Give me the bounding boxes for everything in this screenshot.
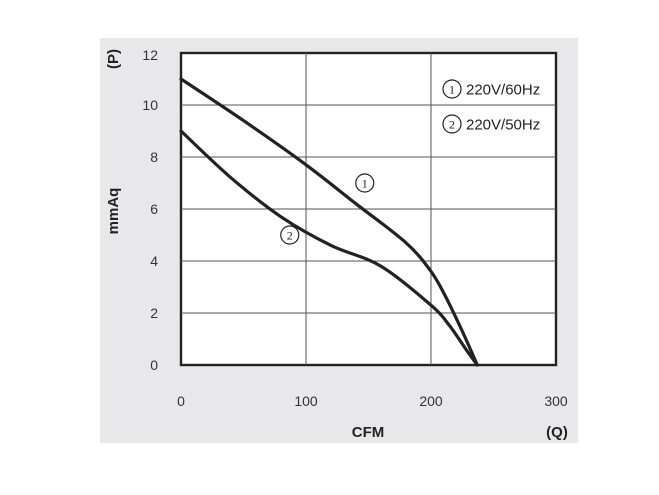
legend-marker-label: 2 (449, 118, 455, 132)
legend-marker-circle (442, 114, 462, 134)
curve-annotations: 12 (280, 173, 375, 245)
y-tick-label: 12 (142, 47, 158, 63)
annotation-label: 2 (287, 229, 293, 243)
legend-label: 220V/60Hz (466, 82, 540, 99)
curve-annotation-2: 2 (280, 225, 300, 245)
x-tick-label: 300 (544, 393, 568, 409)
y-tick-label: 2 (150, 305, 158, 321)
y-axis-unit: (P) (105, 49, 122, 69)
legend-entry-1: 1 220V/60Hz (442, 79, 540, 99)
curve-annotation-1: 1 (355, 173, 375, 193)
legend-marker-label: 1 (449, 83, 455, 97)
legend: 1 220V/60Hz 2 220V/50Hz (442, 79, 540, 134)
annotation-circle (280, 225, 300, 245)
y-tick-label: 6 (150, 201, 158, 217)
series-line-1 (179, 77, 479, 367)
x-tick-label: 0 (177, 393, 185, 409)
annotation-label: 1 (362, 177, 368, 191)
y-tick-labels: 0 2 4 6 8 10 12 (142, 47, 158, 373)
x-tick-label: 100 (294, 393, 318, 409)
series-lines (179, 77, 479, 367)
y-tick-label: 10 (142, 97, 158, 113)
y-tick-label: 0 (150, 357, 158, 373)
legend-label: 220V/50Hz (466, 117, 540, 134)
grid (181, 53, 556, 365)
y-tick-label: 4 (150, 253, 158, 269)
y-axis-title: mmAq (105, 188, 122, 235)
x-tick-label: 200 (419, 393, 443, 409)
y-tick-label: 8 (150, 149, 158, 165)
x-axis-unit: (Q) (546, 424, 568, 441)
legend-entry-2: 2 220V/50Hz (442, 114, 540, 134)
legend-marker-circle (442, 79, 462, 99)
x-tick-labels: 0 100 200 300 (177, 393, 568, 409)
series-line-2 (179, 129, 479, 367)
x-axis-title: CFM (352, 424, 385, 441)
annotation-circle (355, 173, 375, 193)
